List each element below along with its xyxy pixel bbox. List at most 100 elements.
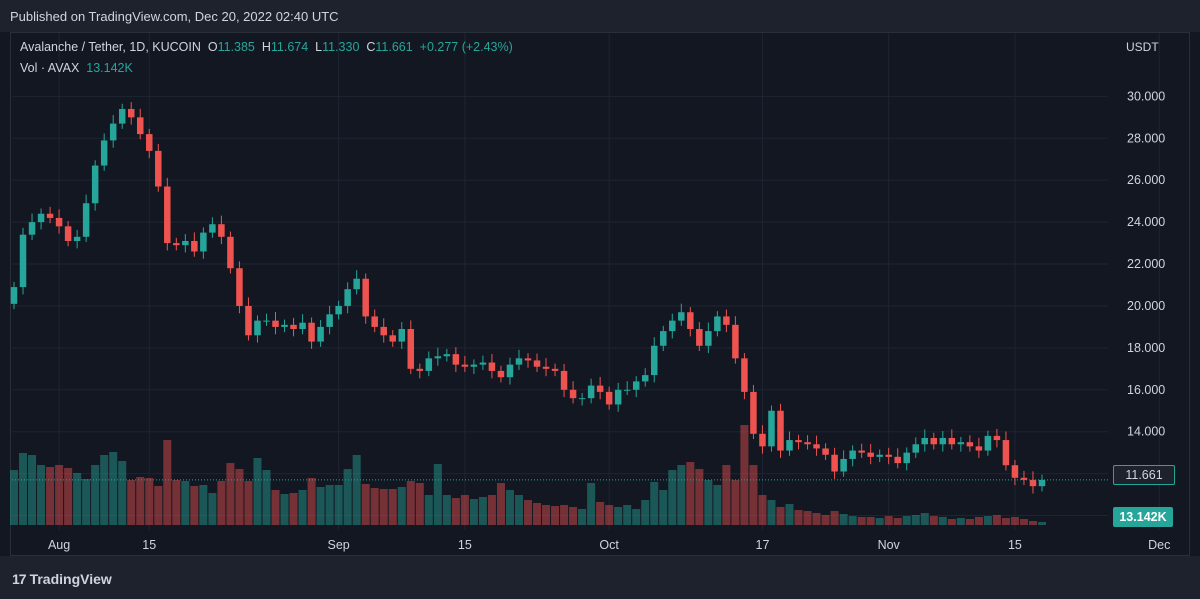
volume-bar — [172, 480, 181, 525]
volume-bar — [758, 495, 767, 525]
candle-body — [146, 134, 153, 151]
volume-bar — [587, 483, 596, 525]
candle-body — [560, 370, 568, 390]
symbol-legend[interactable]: Avalanche / Tether, 1D, KUCOIN O11.385 H… — [20, 40, 513, 54]
candle-body — [578, 398, 586, 400]
volume-bar — [1001, 518, 1010, 525]
candle-body — [921, 437, 929, 445]
volume-bar — [289, 493, 298, 525]
volume-bar — [596, 502, 605, 525]
candle-body — [1002, 440, 1010, 466]
volume-bar — [713, 485, 722, 525]
volume-bar — [280, 494, 289, 525]
candle-body — [272, 320, 279, 327]
volume-bar — [956, 518, 965, 525]
candle-body — [849, 450, 856, 459]
volume-bar — [551, 506, 560, 525]
volume-bar — [523, 500, 533, 525]
y-tick-label: 20.000 — [1127, 299, 1165, 313]
volume-bar — [145, 478, 154, 525]
volume-bar — [974, 517, 983, 525]
volume-bar — [226, 463, 235, 525]
candle-body — [903, 452, 910, 464]
candle-body — [506, 364, 514, 378]
candle-body — [623, 389, 631, 391]
volume-bar — [451, 498, 460, 525]
volume-bar — [514, 495, 523, 525]
volume-bar — [361, 484, 370, 525]
candle-body — [957, 442, 965, 445]
currency-label[interactable]: USDT — [1126, 40, 1159, 54]
volume-bar — [1037, 522, 1047, 525]
x-axis-ticks: Aug15Sep15Oct17Nov15Dec19 — [48, 538, 1170, 552]
candle-body — [127, 108, 135, 118]
volume-bar — [821, 515, 830, 525]
volume-bar — [370, 488, 379, 525]
candle-body — [182, 240, 189, 246]
candle-body — [533, 360, 541, 367]
candle-body — [822, 448, 829, 455]
candle-body — [813, 444, 820, 449]
volume-bar — [749, 465, 758, 525]
volume-bar — [127, 480, 136, 525]
candle-body — [786, 440, 793, 451]
volume-bar — [947, 519, 956, 525]
y-axis-ticks: 30.000 28.000 26.000 24.000 22.000 20.000 18.0… — [1127, 89, 1165, 522]
volume-legend[interactable]: Vol · AVAX 13.142K — [20, 61, 133, 75]
low-value: 11.330 — [322, 40, 360, 54]
volume-bar — [740, 425, 749, 525]
candle-body — [1020, 477, 1028, 480]
volume-bar — [352, 455, 361, 525]
candle-body — [596, 385, 604, 392]
chart-frame[interactable] — [10, 32, 1190, 556]
volume-bar — [235, 469, 244, 525]
volume-bar — [1010, 517, 1019, 525]
volume-bar — [875, 518, 884, 525]
candle-body — [37, 213, 45, 223]
volume-bar — [794, 510, 803, 525]
candle-body — [1029, 479, 1037, 487]
candle-body — [46, 213, 54, 218]
candle-body — [641, 375, 649, 382]
volume-bar — [397, 487, 406, 525]
candle-body — [281, 324, 288, 327]
volume-bar — [307, 478, 316, 525]
candle-body — [10, 287, 18, 304]
volume-bar — [190, 486, 199, 525]
volume-bar — [560, 505, 569, 525]
volume-bar — [1019, 519, 1028, 525]
candle-body — [876, 454, 883, 457]
candle-body — [479, 362, 487, 365]
candle-body — [398, 329, 406, 342]
volume-bar — [388, 489, 397, 525]
candle-body — [669, 320, 676, 332]
candle-body — [497, 370, 505, 378]
volume-bar — [316, 487, 325, 525]
candle-body — [470, 364, 478, 367]
candle-body — [371, 316, 378, 327]
volume-bar — [830, 511, 839, 525]
candle-body — [335, 305, 342, 315]
volume-bar — [695, 469, 704, 525]
candle-body — [425, 358, 433, 371]
y-tick-label: 16.000 — [1127, 383, 1165, 397]
candle-body — [732, 324, 739, 359]
candle-body — [795, 440, 802, 443]
candle-body — [966, 442, 974, 447]
candle-body — [723, 316, 730, 325]
volume-bar — [64, 468, 73, 525]
candle-body — [587, 385, 595, 399]
volume-bar — [469, 499, 478, 525]
volume-bar — [857, 517, 866, 525]
tradingview-logo[interactable]: 17 TradingView — [12, 571, 112, 587]
candle-body — [155, 150, 162, 187]
candle-body — [858, 450, 865, 453]
volume-bar — [686, 462, 695, 525]
x-tick-label: Nov — [878, 538, 901, 552]
close-label: C — [366, 40, 376, 54]
x-tick-label: 15 — [142, 538, 156, 552]
candle-body — [605, 391, 613, 405]
volume-bar — [415, 483, 424, 525]
candle-body — [236, 268, 243, 306]
